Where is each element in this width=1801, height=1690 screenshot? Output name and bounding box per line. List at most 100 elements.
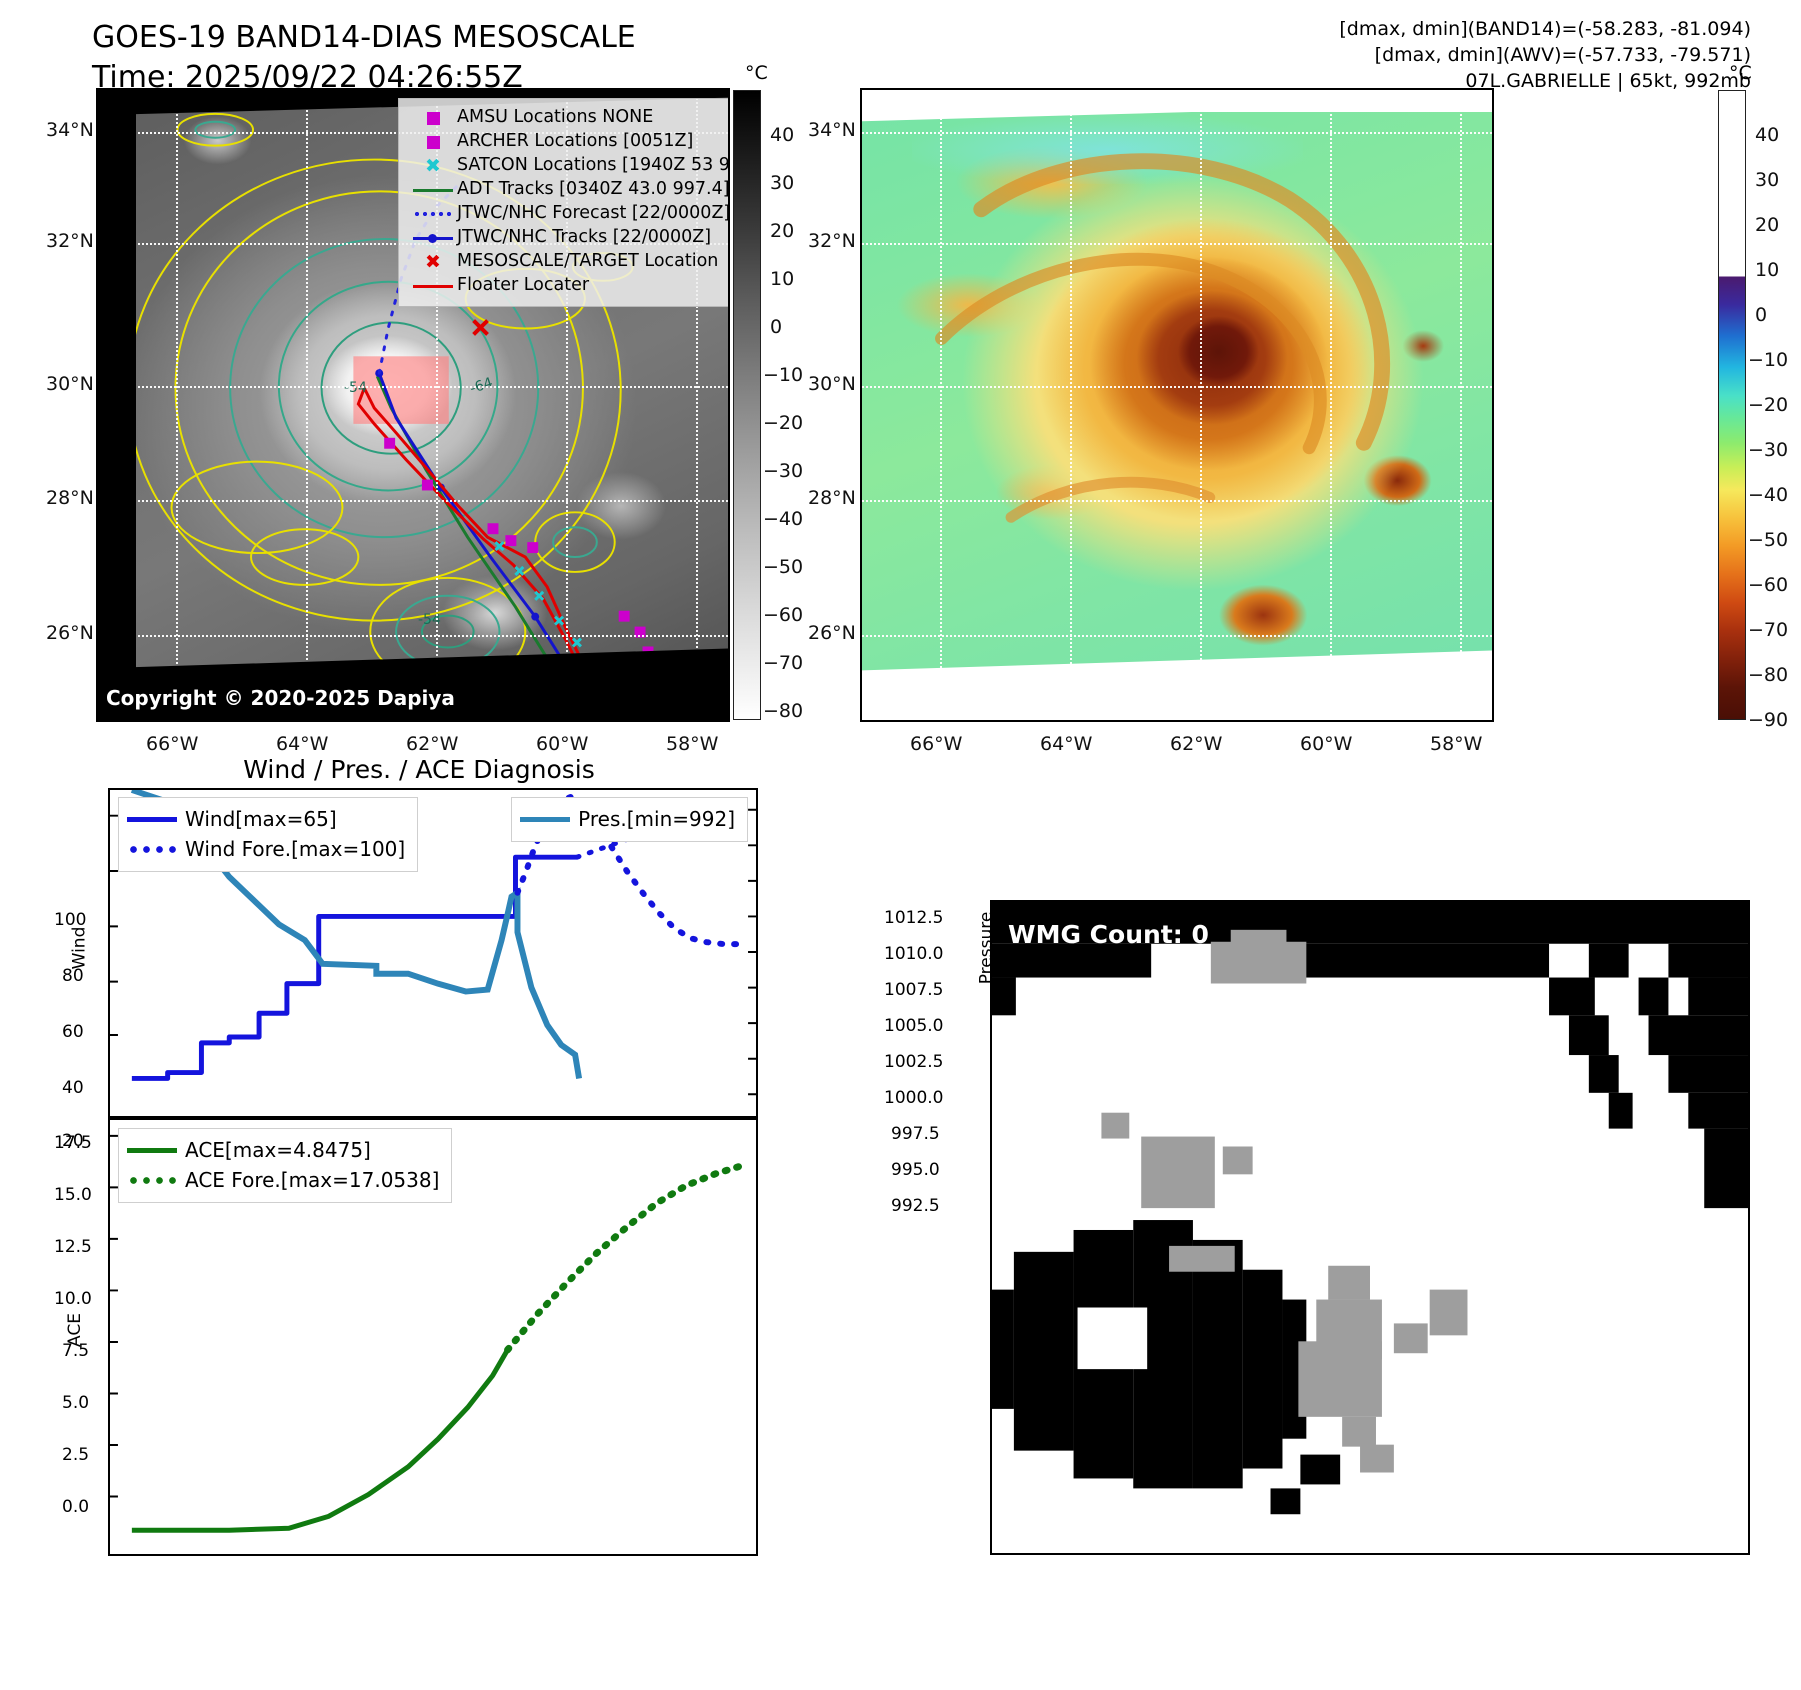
tl-lon-label-64w: 64°W [276,733,329,755]
solid-line-icon [127,816,185,822]
cb-tick: −50 [1748,529,1789,551]
cb-tick: −70 [1748,619,1789,641]
legend-item-wind: Wind[max=65] [127,804,405,834]
legend-label: ARCHER Locations [0051Z] [457,131,694,152]
tr-lon-label-60w: 60°W [1300,733,1353,755]
lon-gridline-64w [1070,90,1072,720]
legend-item-floater-locater: Floater Locater [409,274,728,298]
lat-gridline-32n [862,243,1492,245]
line-with-dot-marker-icon [409,233,457,243]
legend-label: Wind[max=65] [185,807,337,831]
lat-gridline-28n [862,500,1492,502]
cb-tick: 0 [770,316,783,338]
cb-tick: 30 [1755,169,1780,191]
ace-chart[interactable]: ACE[max=4.8475] ACE Fore.[max=17.0538] [108,1118,758,1556]
wind-tick: 20 [62,1131,84,1151]
top-right-header: [dmax, dmin](BAND14)=(-58.283, -81.094) … [1339,18,1751,93]
tl-lat-label-32n: 32°N [46,230,94,252]
top-left-title: GOES-19 BAND14-DIAS MESOSCALE Time: 2025… [92,20,636,95]
cb-tick: −70 [763,652,804,674]
tl-lon-label-60w: 60°W [536,733,589,755]
pressure-tick: 1012.5 [884,908,944,928]
cb-tick: −60 [763,604,804,626]
ace-observed-line [131,1348,510,1533]
pressure-tick: 1007.5 [884,980,944,1000]
ace-tick: 17.5 [54,1133,92,1153]
cb-tick: 30 [770,172,795,194]
cb-tick: −30 [1748,439,1789,461]
ace-forecast-line [504,1162,746,1354]
legend-label: ACE Fore.[max=17.0538] [185,1168,440,1192]
lon-gridline-62w [436,90,438,720]
contour-label-3: -54 [418,612,441,628]
tr-lat-label-30n: 30°N [808,373,856,395]
tl-lon-label-66w: 66°W [146,733,199,755]
dotted-line-icon [127,1176,185,1184]
legend-label: JTWC/NHC Tracks [22/0000Z] [457,227,712,248]
wind-tick: 100 [54,910,87,930]
solid-line-icon [409,284,457,288]
legend-label: Pres.[min=992] [578,807,735,831]
tr-lat-label-28n: 28°N [808,487,856,509]
tl-lat-label-26n: 26°N [46,622,94,644]
lat-gridline-30n [862,386,1492,388]
colorbar-gradient [1718,90,1746,720]
legend-item-archer: ARCHER Locations [0051Z] [409,130,728,154]
wind-pressure-chart[interactable]: Wind[max=65] Wind Fore.[max=100] Pres.[m… [108,788,758,1118]
pressure-tick: 1005.0 [884,1016,944,1036]
lat-gridline-26n [862,635,1492,637]
tr-lon-label-64w: 64°W [1040,733,1093,755]
filled-square-marker-icon [409,111,457,125]
cb-tick: −20 [763,412,804,434]
lon-gridline-62w [1200,90,1202,720]
contour-label-1: -54 [344,380,367,396]
goes19-band14-mesoscale-image[interactable]: -54 -64 -54 Copyright © 2020-2025 Dapiya… [96,88,730,722]
legend-label: Floater Locater [457,275,590,296]
pressure-tick: 1010.0 [884,944,944,964]
tr-lon-label-66w: 66°W [910,733,963,755]
cb-tick: −80 [763,700,804,722]
legend-label: Wind Fore.[max=100] [185,837,406,861]
ace-tick: 10.0 [54,1289,92,1309]
legend-label: AMSU Locations NONE [457,107,654,128]
legend-item-jtwc-forecast: JTWC/NHC Forecast [22/0000Z] [409,202,730,226]
cb-tick: −50 [763,556,804,578]
awv-enhanced-ir-image[interactable] [860,88,1494,722]
pressure-tick: 1002.5 [884,1052,944,1072]
cb-tick: 10 [1755,259,1780,281]
lon-gridline-58w [696,90,698,720]
tr-lon-label-58w: 58°W [1430,733,1483,755]
colorbar-unit-label: °C [1729,62,1752,84]
wmg-mask-panel[interactable] [990,900,1750,1555]
pressure-tick: 1000.0 [884,1088,944,1108]
solid-line-icon [127,1147,185,1153]
cb-tick: −20 [1748,394,1789,416]
tl-lat-label-30n: 30°N [46,373,94,395]
lon-gridline-64w [306,90,308,720]
lon-gridline-58w [1460,90,1462,720]
cb-tick: 20 [770,220,795,242]
wind-tick: 60 [62,1022,84,1042]
colorbar-unit-label: °C [745,62,768,84]
tr-lat-label-34n: 34°N [808,119,856,141]
copyright-notice: Copyright © 2020-2025 Dapiya [106,686,455,710]
wind-tick: 80 [62,966,84,986]
legend-item-jtwc-tracks: JTWC/NHC Tracks [22/0000Z] [409,226,728,250]
tl-lat-label-34n: 34°N [46,119,94,141]
dotted-line-icon [127,845,185,853]
ace-tick: 15.0 [54,1185,92,1205]
wind-tick: 40 [62,1078,84,1098]
tr-lat-label-26n: 26°N [808,622,856,644]
wind-chart-legend: Wind[max=65] Wind Fore.[max=100] [118,797,419,872]
cb-tick: −60 [1748,574,1789,596]
pressure-chart-legend: Pres.[min=992] [511,797,748,842]
ace-tick: 0.0 [62,1497,90,1517]
pressure-tick: 995.0 [891,1160,940,1180]
tr-lat-label-32n: 32°N [808,230,856,252]
legend-item-mesoscale-target: ✖ MESOSCALE/TARGET Location [409,250,728,274]
solid-line-icon [520,816,578,822]
pressure-tick: 992.5 [891,1196,940,1216]
legend-label: JTWC/NHC Forecast [22/0000Z] [457,203,730,224]
wind-axis-label: Wind [69,926,90,970]
